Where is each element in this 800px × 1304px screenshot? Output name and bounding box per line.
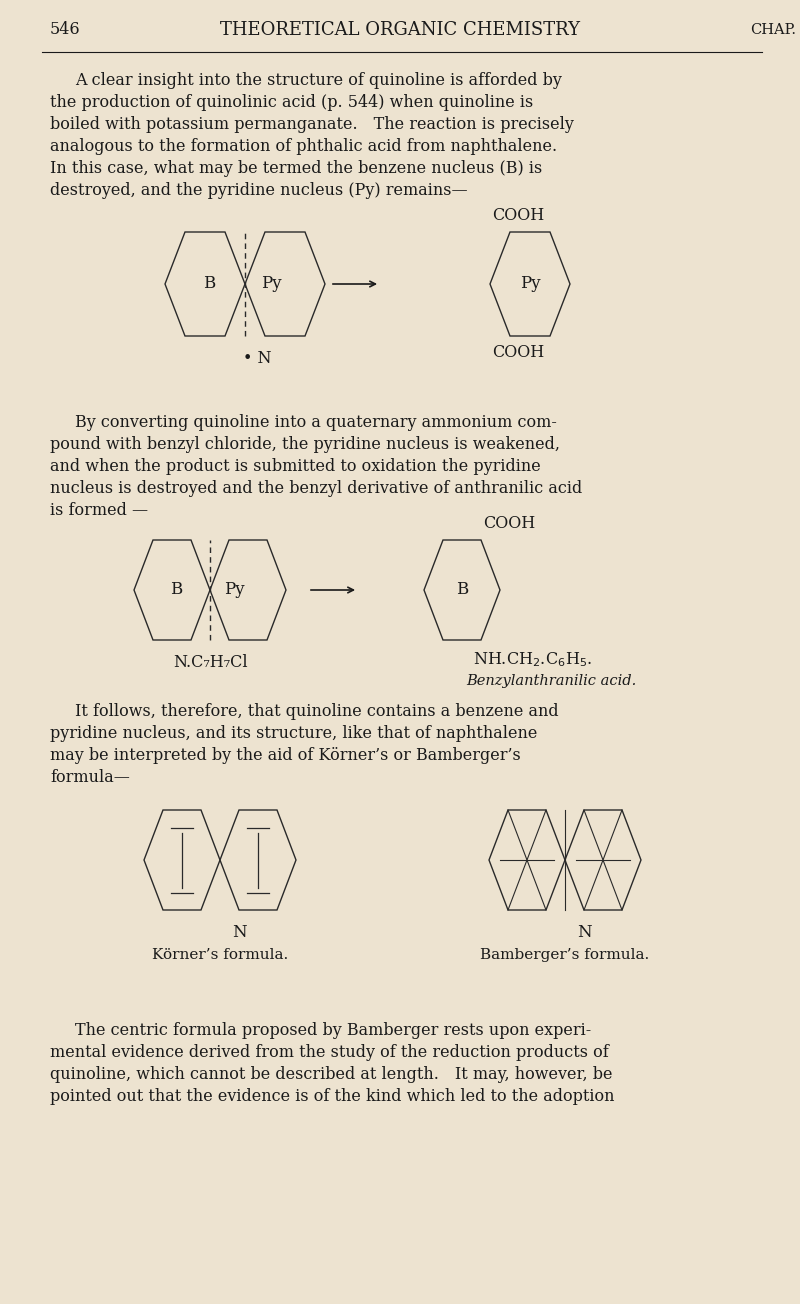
- Text: A clear insight into the structure of quinoline is afforded by: A clear insight into the structure of qu…: [75, 72, 562, 89]
- Text: N: N: [577, 925, 591, 941]
- Text: formula—: formula—: [50, 769, 130, 786]
- Text: In this case, what may be termed the benzene nucleus (B) is: In this case, what may be termed the ben…: [50, 160, 542, 177]
- Text: and when the product is submitted to oxidation the pyridine: and when the product is submitted to oxi…: [50, 458, 541, 475]
- Text: The centric formula proposed by Bamberger rests upon experi­: The centric formula proposed by Bamberge…: [75, 1022, 591, 1039]
- Text: destroyed, and the pyridine nucleus (Py) remains—: destroyed, and the pyridine nucleus (Py)…: [50, 183, 468, 200]
- Text: Benzylanthranilic acid.: Benzylanthranilic acid.: [466, 674, 636, 689]
- Text: quinoline, which cannot be described at length. It may, however, be: quinoline, which cannot be described at …: [50, 1065, 613, 1084]
- Text: pound with benzyl chloride, the pyridine nucleus is weakened,: pound with benzyl chloride, the pyridine…: [50, 436, 560, 452]
- Text: nucleus is destroyed and the benzyl derivative of anthranilic acid: nucleus is destroyed and the benzyl deri…: [50, 480, 582, 497]
- Text: pointed out that the evidence is of the kind which led to the adoption: pointed out that the evidence is of the …: [50, 1088, 614, 1104]
- Text: THEORETICAL ORGANIC CHEMISTRY: THEORETICAL ORGANIC CHEMISTRY: [220, 21, 580, 39]
- Text: mental evidence derived from the study of the reduction products of: mental evidence derived from the study o…: [50, 1045, 609, 1061]
- Text: Körner’s formula.: Körner’s formula.: [152, 948, 288, 962]
- Text: CHAP.: CHAP.: [750, 23, 796, 37]
- Text: B: B: [456, 582, 468, 599]
- Text: analogous to the formation of phthalic acid from naphthalene.: analogous to the formation of phthalic a…: [50, 138, 557, 155]
- Text: It follows, therefore, that quinoline contains a benzene and: It follows, therefore, that quinoline co…: [75, 703, 558, 720]
- Text: B: B: [203, 275, 215, 292]
- Text: Py: Py: [261, 275, 282, 292]
- Text: • N: • N: [242, 349, 271, 366]
- Text: COOH: COOH: [492, 207, 544, 224]
- Text: boiled with potassium permanganate. The reaction is precisely: boiled with potassium permanganate. The …: [50, 116, 574, 133]
- Text: the production of quinolinic acid (p. 544) when quinoline is: the production of quinolinic acid (p. 54…: [50, 94, 534, 111]
- Text: is formed —: is formed —: [50, 502, 148, 519]
- Text: pyridine nucleus, and its structure, like that of naphthalene: pyridine nucleus, and its structure, lik…: [50, 725, 538, 742]
- Text: may be interpreted by the aid of Körner’s or Bamberger’s: may be interpreted by the aid of Körner’…: [50, 747, 521, 764]
- Text: B: B: [170, 582, 182, 599]
- Text: N.C₇H₇Cl: N.C₇H₇Cl: [173, 655, 247, 672]
- Text: COOH: COOH: [483, 515, 535, 532]
- Text: 546: 546: [50, 21, 81, 39]
- Text: N: N: [232, 925, 246, 941]
- Text: Bamberger’s formula.: Bamberger’s formula.: [480, 948, 650, 962]
- Text: NH.CH$_2$.C$_6$H$_5$.: NH.CH$_2$.C$_6$H$_5$.: [474, 649, 593, 669]
- Text: COOH: COOH: [492, 344, 544, 361]
- Text: Py: Py: [520, 275, 540, 292]
- Text: Py: Py: [224, 582, 245, 599]
- Text: By converting quinoline into a quaternary ammonium com­: By converting quinoline into a quaternar…: [75, 413, 557, 432]
